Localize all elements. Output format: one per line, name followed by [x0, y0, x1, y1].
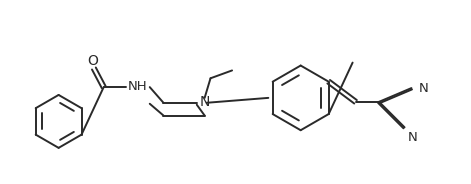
Text: N: N	[418, 82, 428, 95]
Text: NH: NH	[128, 80, 148, 93]
Text: N: N	[199, 95, 210, 109]
Text: N: N	[407, 131, 417, 144]
Text: O: O	[88, 54, 98, 68]
